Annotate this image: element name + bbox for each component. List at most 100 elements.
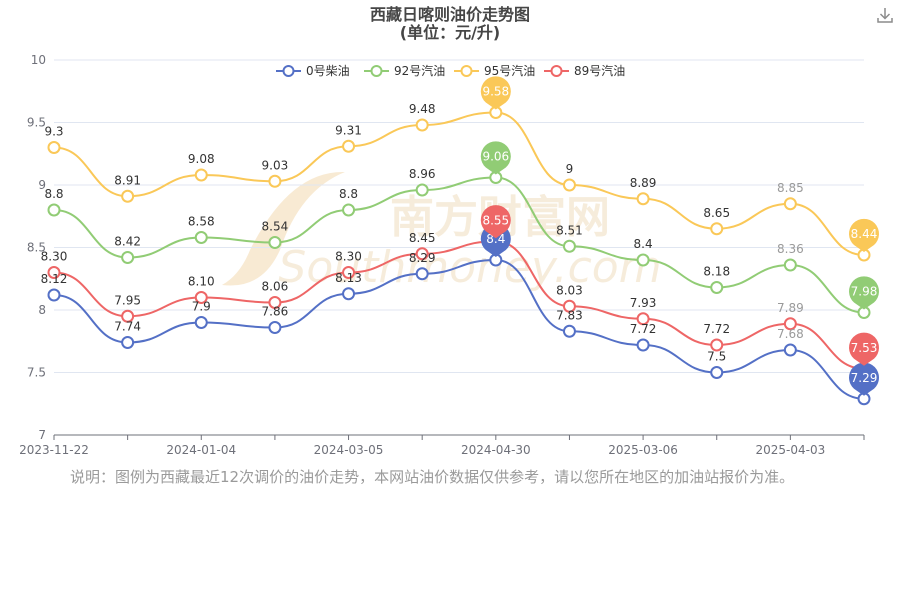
data-label: 8.30 xyxy=(335,250,362,264)
data-point xyxy=(415,267,429,281)
x-tick-label: 2024-04-30 xyxy=(461,443,531,457)
pin-shape xyxy=(480,141,511,175)
x-tick-label: 2025-03-06 xyxy=(608,443,678,457)
data-label: 9 xyxy=(566,162,574,176)
data-point xyxy=(636,253,650,267)
data-label: 8.29 xyxy=(409,251,436,265)
data-point xyxy=(342,203,356,217)
data-label: 8.10 xyxy=(188,275,215,289)
data-label: 8.36 xyxy=(777,242,804,256)
data-point xyxy=(342,266,356,279)
data-label: 7.93 xyxy=(630,296,657,310)
data-label: 9.3 xyxy=(44,125,63,139)
data-point xyxy=(268,236,282,249)
data-label: 8.13 xyxy=(335,271,362,285)
data-label: 8.06 xyxy=(262,280,289,294)
pin-label: 8.55 xyxy=(482,213,509,227)
data-point xyxy=(636,338,650,352)
legend-item[interactable]: 89号汽油 xyxy=(544,63,625,78)
data-point xyxy=(194,291,208,304)
data-point xyxy=(710,281,724,294)
data-label: 8.42 xyxy=(114,235,141,249)
data-point xyxy=(47,203,61,217)
y-tick-label: 7.5 xyxy=(27,366,46,380)
data-label: 8.8 xyxy=(44,187,63,201)
data-point xyxy=(194,316,208,329)
grid xyxy=(54,59,864,373)
data-point xyxy=(710,222,724,236)
data-point xyxy=(562,178,576,192)
x-tick-label: 2023-11-22 xyxy=(19,443,89,457)
data-point xyxy=(783,197,797,211)
data-label: 7.74 xyxy=(114,320,141,334)
data-label: 8.30 xyxy=(41,250,68,264)
legend-label: 92号汽油 xyxy=(394,63,445,78)
legend[interactable]: 0号柴油 92号汽油 95号汽油 89号汽油 xyxy=(276,63,625,78)
data-label: 8.4 xyxy=(634,237,653,251)
data-label: 7.95 xyxy=(114,293,141,307)
data-point xyxy=(47,288,61,302)
chart-subtitle: (单位：元/升) xyxy=(400,23,500,42)
y-tick-label: 8.5 xyxy=(27,241,46,255)
data-point xyxy=(636,192,650,206)
data-label: 8.65 xyxy=(703,206,730,220)
pin-shape xyxy=(480,76,511,110)
data-label: 8.54 xyxy=(262,220,289,234)
data-label: 8.18 xyxy=(703,265,730,279)
y-tick-label: 9 xyxy=(38,178,46,192)
data-label: 8.12 xyxy=(41,272,68,286)
max-pin: 9.06 xyxy=(480,141,511,175)
data-point xyxy=(342,287,356,301)
chart-title: 西藏日喀则油价走势图 xyxy=(370,5,530,24)
pin-shape xyxy=(480,205,511,239)
data-label: 7.83 xyxy=(556,308,583,322)
pin-label: 8.44 xyxy=(851,227,878,241)
data-label: 7.86 xyxy=(262,305,289,319)
data-label: 9.48 xyxy=(409,102,436,116)
series-line xyxy=(53,240,865,370)
data-point xyxy=(121,251,135,264)
data-point xyxy=(47,141,61,154)
data-label: 8.51 xyxy=(556,223,583,237)
data-point xyxy=(415,183,429,197)
data-label: 8.91 xyxy=(114,173,141,187)
download-icon[interactable] xyxy=(876,6,894,24)
data-point xyxy=(268,174,282,188)
pin-shape xyxy=(849,218,880,252)
legend-swatch-marker xyxy=(460,65,473,77)
chart-note: 说明：图例为西藏最近12次调价的油价走势，本网站油价数据仅供参考，请以您所在地区… xyxy=(70,468,795,486)
pin-label: 9.58 xyxy=(482,85,509,99)
data-label: 9.31 xyxy=(335,123,362,137)
data-point xyxy=(194,168,208,182)
data-label: 8.8 xyxy=(339,187,358,201)
y-axis: 7 7.5 8 8.5 9 9.5 10 xyxy=(27,53,46,442)
y-tick-label: 7 xyxy=(38,428,46,442)
series-line xyxy=(53,111,865,256)
pin-shape xyxy=(849,362,880,396)
data-point xyxy=(783,343,797,357)
y-tick-label: 9.5 xyxy=(27,116,46,130)
data-label: 8.45 xyxy=(409,231,436,245)
pin-shape xyxy=(849,276,880,310)
legend-swatch-marker xyxy=(550,65,563,77)
legend-item[interactable]: 0号柴油 xyxy=(276,64,350,78)
legend-item[interactable]: 95号汽油 xyxy=(454,63,535,78)
x-tick-label: 2025-04-03 xyxy=(755,443,825,457)
series-line xyxy=(53,258,865,400)
data-label: 9.03 xyxy=(262,158,289,172)
max-pin: 8.55 xyxy=(480,205,511,239)
data-point xyxy=(710,366,724,379)
data-label: 7.72 xyxy=(703,322,730,336)
legend-item[interactable]: 92号汽油 xyxy=(364,63,445,78)
data-point xyxy=(415,247,429,261)
data-point xyxy=(47,266,61,279)
min-pin: 8.44 xyxy=(849,218,880,252)
data-point xyxy=(121,336,135,349)
min-pin: 7.29 xyxy=(849,362,880,396)
data-label: 8.03 xyxy=(556,283,583,297)
data-point xyxy=(121,309,135,323)
legend-swatch-marker xyxy=(370,65,383,77)
data-label: 8.96 xyxy=(409,167,436,181)
data-point xyxy=(562,299,576,313)
